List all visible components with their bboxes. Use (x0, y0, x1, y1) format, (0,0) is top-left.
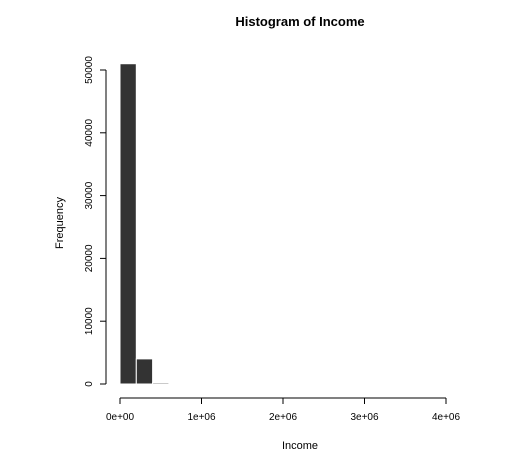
y-tick-label: 40000 (84, 118, 95, 146)
x-tick-label: 1e+06 (187, 412, 216, 423)
x-tick-label: 4e+06 (432, 412, 461, 423)
x-axis-label: Income (282, 440, 318, 452)
y-tick-label: 0 (84, 381, 95, 387)
histogram-bar-2 (135, 358, 154, 385)
y-axis-label: Frequency (54, 197, 66, 249)
chart-title: Histogram of Income (235, 14, 364, 29)
x-tick-label: 2e+06 (269, 412, 298, 423)
x-tick-label: 3e+06 (350, 412, 379, 423)
histogram-bars (119, 63, 170, 385)
histogram-bar-1 (119, 63, 137, 385)
x-axis: 0e+00 1e+06 2e+06 3e+06 4e+06 (106, 397, 461, 423)
y-tick-label: 20000 (84, 244, 95, 272)
y-axis: 0 10000 20000 30000 40000 50000 (84, 56, 107, 387)
x-tick-label: 0e+00 (106, 412, 135, 423)
y-tick-label: 50000 (84, 56, 95, 84)
y-tick-label: 30000 (84, 181, 95, 209)
y-tick-label: 10000 (84, 307, 95, 335)
histogram-bar-3 (152, 382, 170, 385)
